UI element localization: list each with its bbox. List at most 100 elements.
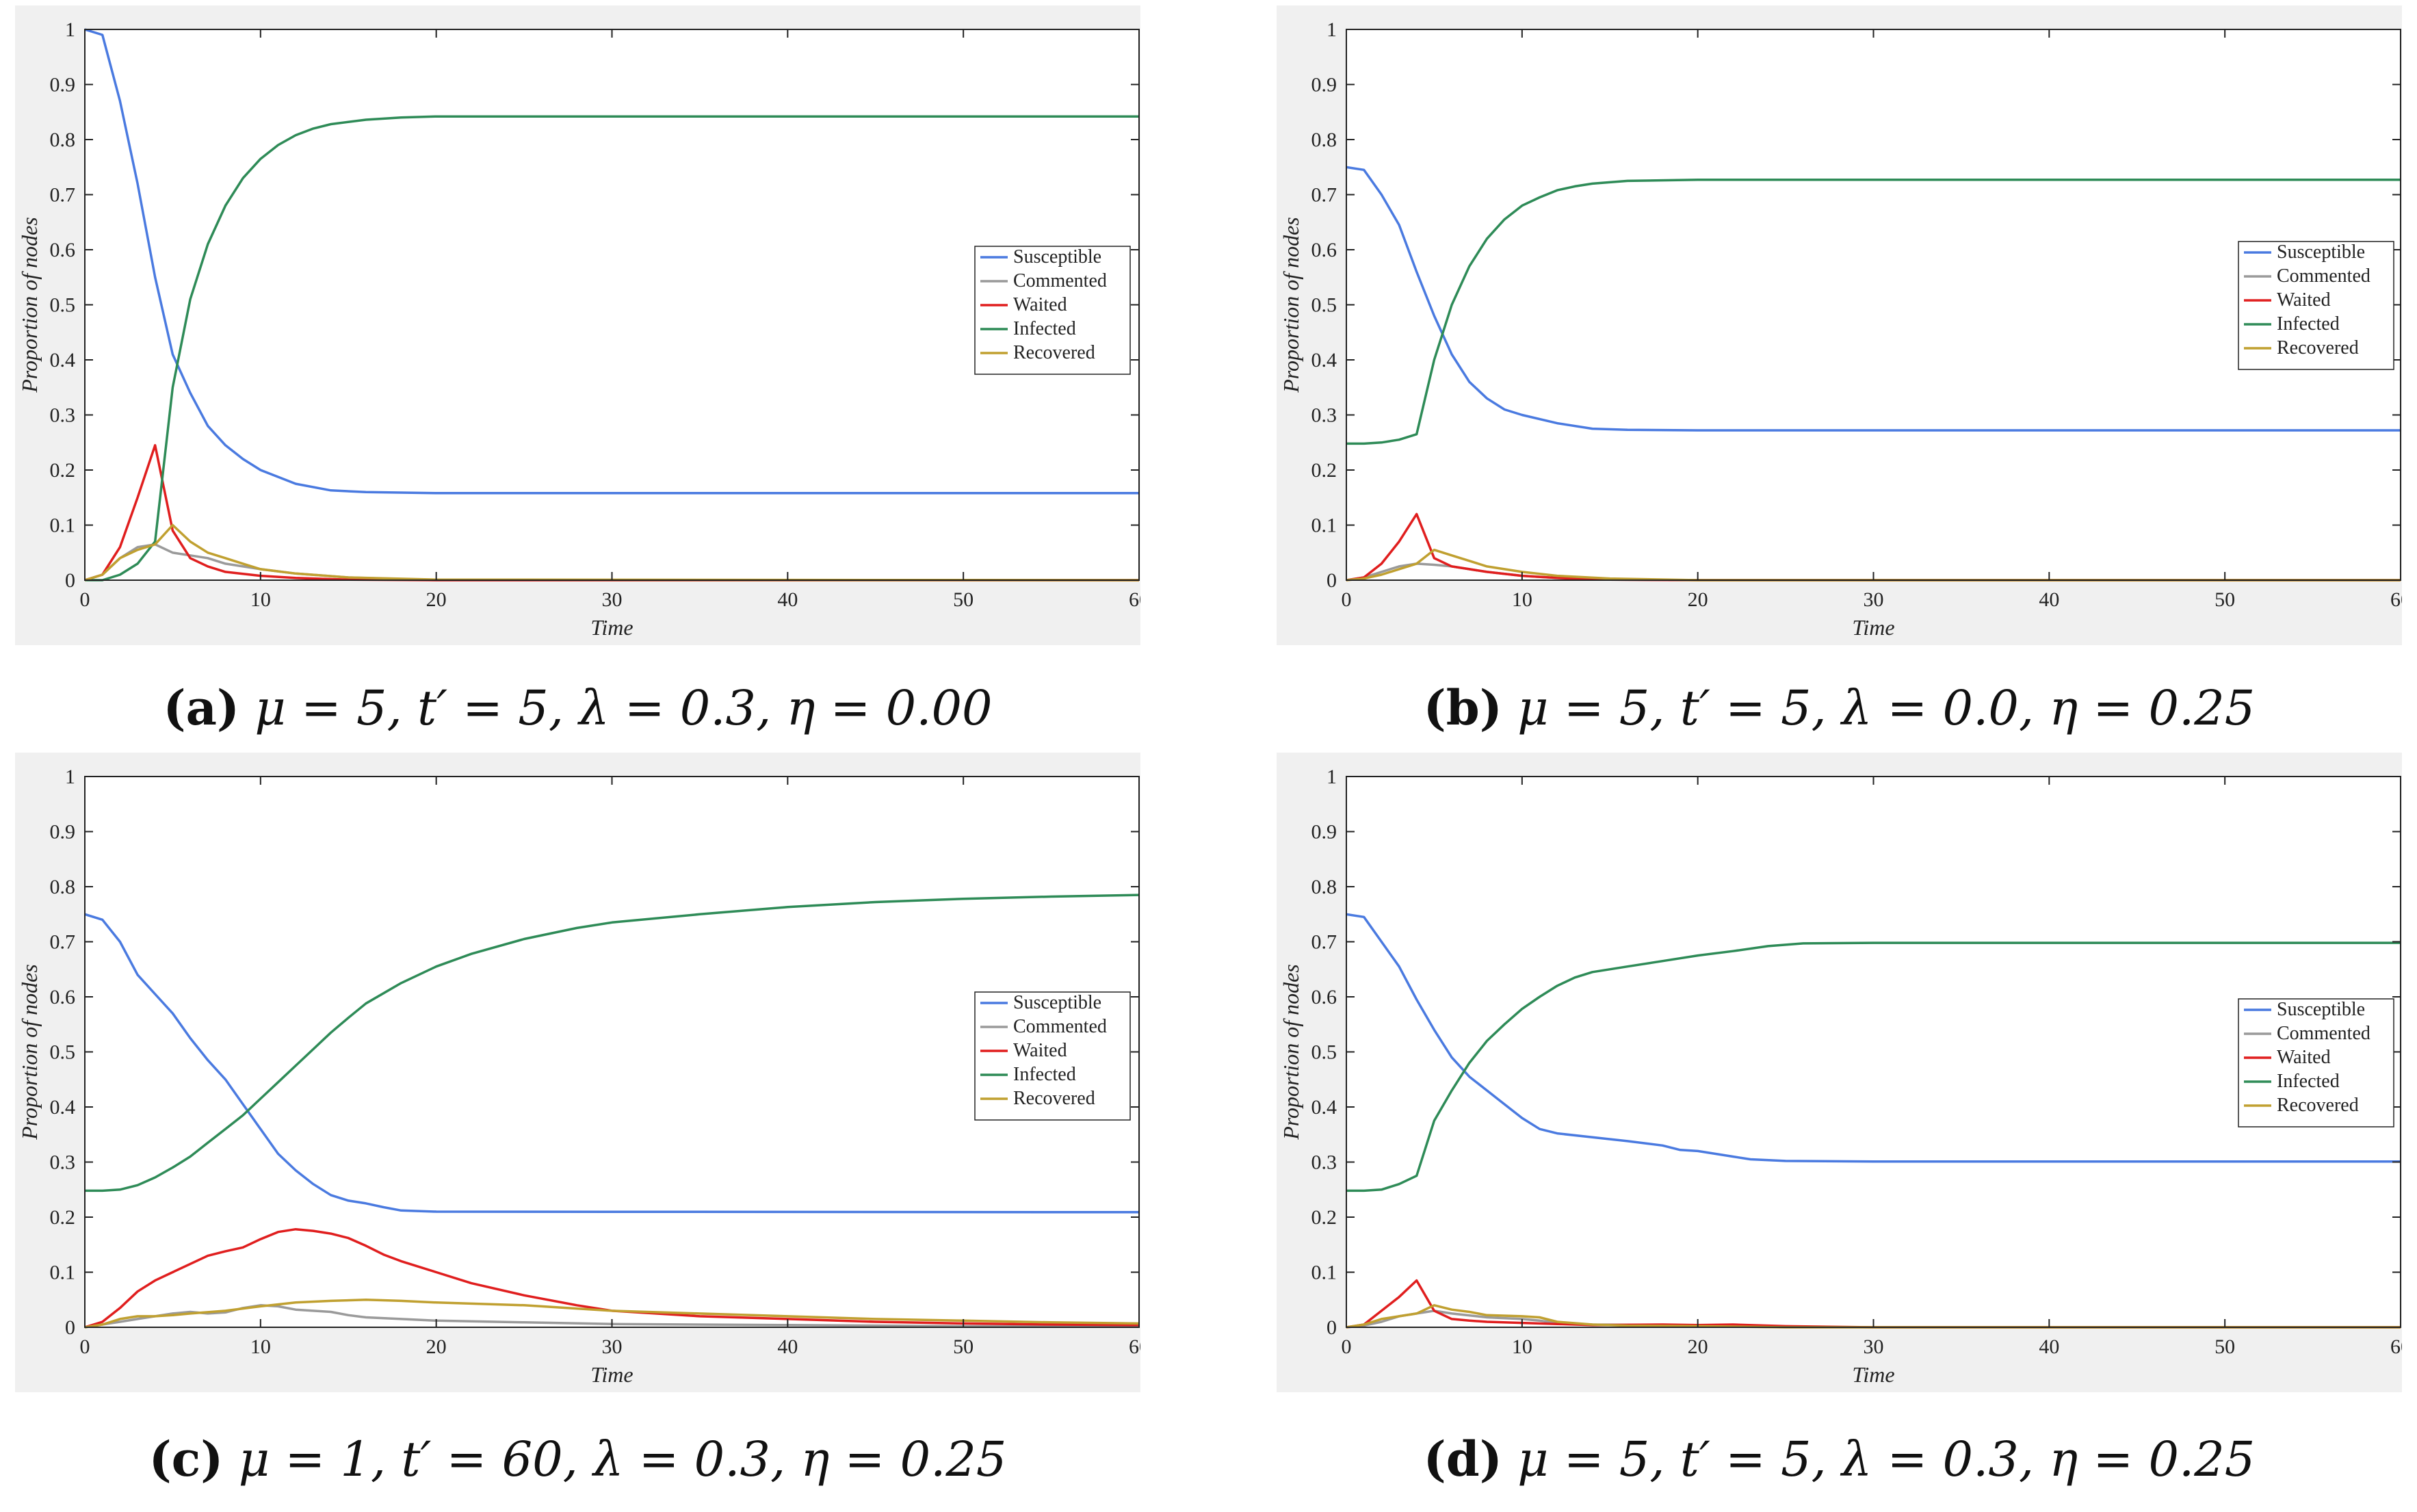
y-tick-label: 0.6 bbox=[1311, 239, 1337, 261]
y-tick-label: 1 bbox=[65, 18, 75, 41]
legend-label-susceptible: Susceptible bbox=[2277, 999, 2365, 1020]
legend-label-recovered: Recovered bbox=[2277, 1095, 2359, 1116]
series-line-infected bbox=[1346, 179, 2401, 445]
legend-label-infected: Infected bbox=[1013, 1064, 1076, 1085]
x-tick-label: 0 bbox=[1342, 588, 1352, 611]
chart-panel-c: 0 10 20 30 40 50 60 0 0.1 0.2 0.3 0.4 0.5 0.6 0.7 0.8 0.… bbox=[15, 753, 1140, 1392]
y-tick-label: 0.2 bbox=[1311, 459, 1337, 482]
y-tick-label: 0.2 bbox=[1311, 1206, 1337, 1229]
legend-label-recovered: Recovered bbox=[1013, 342, 1095, 363]
x-tick-label: 60 bbox=[1129, 588, 1140, 611]
x-tick-label: 50 bbox=[2215, 1335, 2235, 1358]
y-tick-label: 0.8 bbox=[1311, 876, 1337, 898]
caption-a-label: (a) bbox=[163, 679, 240, 736]
y-tick-label: 0.7 bbox=[1311, 931, 1337, 954]
y-tick-label: 1 bbox=[1327, 18, 1337, 41]
caption-a-params: μ = 5, t′ = 5, λ = 0.3, η = 0.00 bbox=[254, 680, 993, 736]
x-tick-label: 10 bbox=[250, 588, 271, 611]
x-tick-label: 10 bbox=[250, 1335, 271, 1358]
y-tick-label: 0.6 bbox=[1311, 986, 1337, 1008]
series-line-waited bbox=[85, 1227, 1139, 1329]
y-tick-label: 0.3 bbox=[50, 1151, 76, 1174]
x-tick-label: 30 bbox=[1864, 1335, 1884, 1358]
y-tick-label: 0.9 bbox=[50, 821, 76, 844]
y-tick-label: 0.5 bbox=[50, 1041, 76, 1064]
plot-area bbox=[85, 29, 1139, 580]
caption-c-label: (c) bbox=[148, 1431, 224, 1487]
legend-label-infected: Infected bbox=[1013, 318, 1076, 339]
y-tick-label: 0 bbox=[1327, 569, 1337, 592]
x-tick-label: 40 bbox=[2039, 1335, 2059, 1358]
series-line-waited bbox=[85, 444, 1139, 582]
x-tick-label: 10 bbox=[1512, 1335, 1532, 1358]
y-tick-label: 0.5 bbox=[1311, 1041, 1337, 1064]
legend: SusceptibleCommentedWaitedInfectedRecove… bbox=[2238, 241, 2394, 370]
series-group bbox=[85, 894, 1139, 1329]
y-tick-label: 0.1 bbox=[50, 1262, 76, 1284]
chart-svg-c: 0 10 20 30 40 50 60 0 0.1 0.2 0.3 0.4 0.5 0.6 0.7 0.8 0.… bbox=[17, 766, 1140, 1387]
x-tick-label: 50 bbox=[953, 1335, 974, 1358]
chart-panel-d: 0 10 20 30 40 50 60 0 0.1 0.2 0.3 0.4 0.5 0.6 0.7 0.8 0.… bbox=[1277, 753, 2402, 1392]
legend: SusceptibleCommentedWaitedInfectedRecove… bbox=[974, 246, 1131, 375]
y-tick-label: 0.5 bbox=[50, 294, 76, 317]
x-tick-label: 0 bbox=[80, 588, 90, 611]
caption-b-params: μ = 5, t′ = 5, λ = 0.0, η = 0.25 bbox=[1517, 680, 2256, 736]
x-tick-label: 30 bbox=[1864, 588, 1884, 611]
legend-label-recovered: Recovered bbox=[2277, 337, 2359, 359]
series-line-recovered bbox=[85, 523, 1139, 582]
y-tick-label: 0.1 bbox=[1311, 1262, 1337, 1284]
y-tick-label: 0.6 bbox=[50, 986, 76, 1008]
caption-d-params: μ = 5, t′ = 5, λ = 0.3, η = 0.25 bbox=[1517, 1431, 2256, 1487]
x-axis-label: Time bbox=[590, 615, 633, 640]
series-line-recovered bbox=[85, 1299, 1139, 1329]
legend-label-recovered: Recovered bbox=[1013, 1088, 1095, 1109]
y-tick-label: 0.9 bbox=[1311, 74, 1337, 96]
y-tick-label: 0.4 bbox=[1311, 1096, 1337, 1119]
caption-a: (a) μ = 5, t′ = 5, λ = 0.3, η = 0.00 bbox=[15, 684, 1140, 733]
series-line-recovered bbox=[1346, 1304, 2401, 1329]
x-tick-label: 20 bbox=[1688, 588, 1708, 611]
y-tick-label: 0.1 bbox=[50, 514, 76, 537]
legend-label-waited: Waited bbox=[1013, 294, 1067, 315]
series-line-susceptible bbox=[85, 913, 1139, 1214]
legend-label-commented: Commented bbox=[2277, 265, 2370, 287]
y-tick-label: 0.4 bbox=[1311, 349, 1337, 372]
series-line-waited bbox=[1346, 1279, 2401, 1329]
x-tick-label: 20 bbox=[1688, 1335, 1708, 1358]
x-tick-label: 50 bbox=[953, 588, 974, 611]
x-tick-label: 40 bbox=[777, 1335, 798, 1358]
y-tick-label: 0.2 bbox=[50, 459, 76, 482]
legend: SusceptibleCommentedWaitedInfectedRecove… bbox=[974, 991, 1131, 1121]
x-tick-label: 60 bbox=[1129, 1335, 1140, 1358]
y-tick-label: 0.7 bbox=[1311, 184, 1337, 207]
y-tick-label: 1 bbox=[65, 766, 75, 788]
series-line-infected bbox=[85, 894, 1139, 1192]
legend-label-susceptible: Susceptible bbox=[2277, 242, 2365, 263]
y-tick-label: 0.7 bbox=[50, 184, 76, 207]
legend-label-waited: Waited bbox=[2277, 289, 2331, 311]
caption-d: (d) μ = 5, t′ = 5, λ = 0.3, η = 0.25 bbox=[1277, 1435, 2402, 1484]
x-tick-label: 20 bbox=[426, 588, 447, 611]
y-axis-label: Proportion of nodes bbox=[1279, 964, 1303, 1140]
series-group bbox=[85, 28, 1139, 582]
x-tick-label: 30 bbox=[602, 1335, 623, 1358]
y-axis-label: Proportion of nodes bbox=[17, 964, 42, 1140]
series-group bbox=[1346, 166, 2401, 582]
y-tick-label: 0 bbox=[65, 1316, 75, 1339]
caption-b: (b) μ = 5, t′ = 5, λ = 0.0, η = 0.25 bbox=[1277, 684, 2402, 733]
x-tick-label: 60 bbox=[2390, 1335, 2402, 1358]
series-line-susceptible bbox=[1346, 913, 2401, 1163]
y-tick-label: 0.3 bbox=[1311, 1151, 1337, 1174]
chart-panel-b: 0 10 20 30 40 50 60 0 0.1 0.2 0.3 0.4 0.5 0.6 0.7 0.8 0.… bbox=[1277, 5, 2402, 645]
y-tick-label: 0.1 bbox=[1311, 514, 1337, 537]
caption-b-label: (b) bbox=[1423, 679, 1502, 736]
x-tick-label: 40 bbox=[2039, 588, 2059, 611]
x-tick-label: 30 bbox=[602, 588, 623, 611]
legend-label-infected: Infected bbox=[2277, 1071, 2340, 1092]
x-tick-label: 50 bbox=[2215, 588, 2235, 611]
y-tick-label: 0.4 bbox=[50, 1096, 76, 1119]
legend-label-infected: Infected bbox=[2277, 313, 2340, 335]
x-tick-label: 10 bbox=[1512, 588, 1532, 611]
legend-label-waited: Waited bbox=[1013, 1040, 1067, 1061]
y-tick-label: 0.4 bbox=[50, 349, 76, 372]
